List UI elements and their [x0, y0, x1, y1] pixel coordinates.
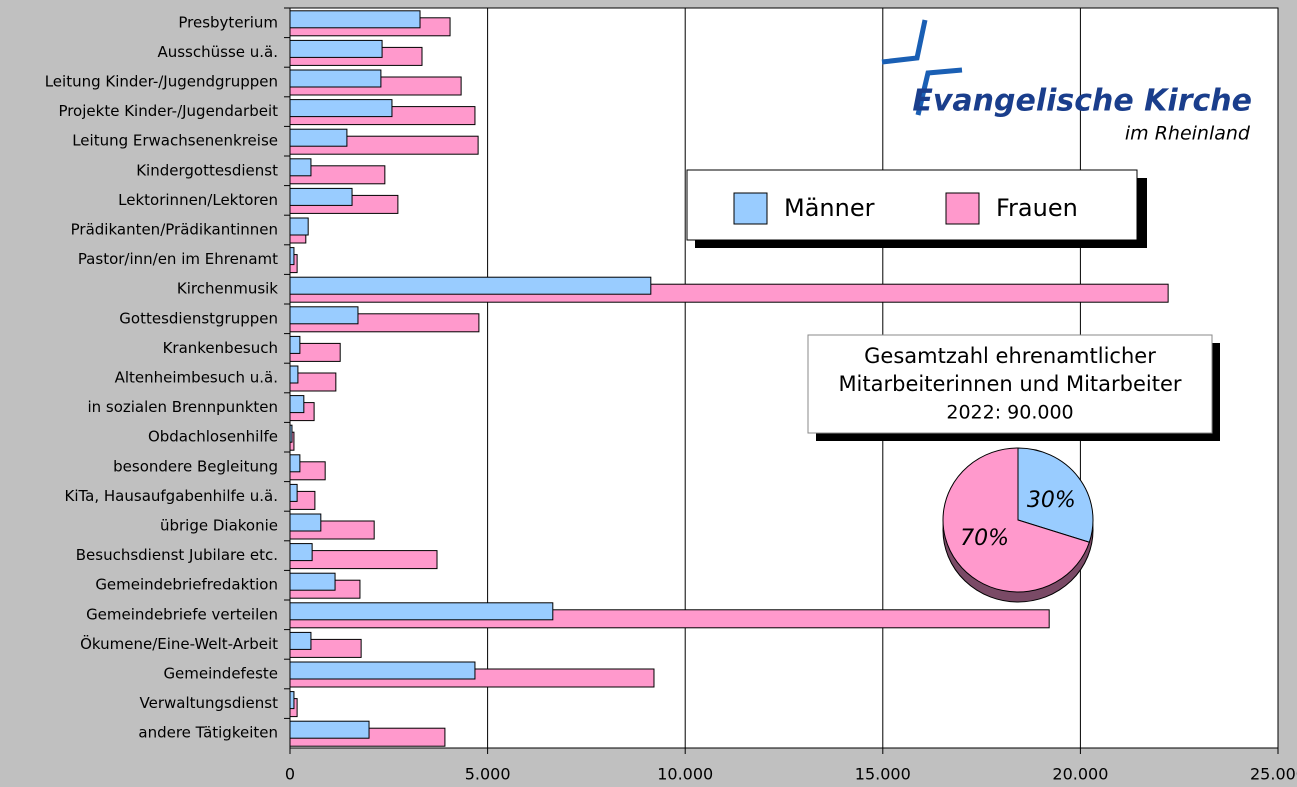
- x-tick-label: 20.000: [1052, 765, 1108, 784]
- annotation-line: Mitarbeiterinnen und Mitarbeiter: [838, 372, 1181, 396]
- legend-swatch: [945, 192, 980, 225]
- logo-mark: [915, 67, 963, 116]
- pie-slice: [1017, 447, 1094, 543]
- y-tick-label: in sozialen Brennpunkten: [87, 398, 278, 416]
- legend-swatch: [733, 192, 768, 225]
- annotation-line: Gesamtzahl ehrenamtlicher: [864, 344, 1156, 368]
- bar: [289, 335, 301, 354]
- y-tick-label: Altenheimbesuch u.ä.: [115, 369, 278, 387]
- bar: [289, 454, 301, 473]
- x-tick-label: 25.000: [1250, 765, 1297, 784]
- y-tick-label: Ökumene/Eine-Welt-Arbeit: [80, 634, 278, 653]
- bar: [289, 602, 554, 621]
- y-tick-label: Leitung Kinder-/Jugendgruppen: [45, 73, 278, 91]
- y-tick-label: Gemeindebriefe verteilen: [86, 605, 278, 623]
- x-tick-label: 0: [285, 765, 295, 784]
- bar: [289, 247, 295, 266]
- bar: [289, 661, 476, 680]
- y-tick-label: Gemeindebriefredaktion: [95, 576, 278, 594]
- y-tick-label: Kirchenmusik: [177, 280, 278, 298]
- x-tick-label: 10.000: [657, 765, 713, 784]
- logo-subtitle: im Rheinland: [1125, 123, 1251, 145]
- bar: [289, 99, 393, 118]
- y-tick-label: Gemeindefeste: [163, 665, 278, 683]
- logo: Evangelische Kirche im Rheinland: [881, 19, 1252, 145]
- bar: [289, 276, 652, 295]
- bar: [289, 10, 421, 29]
- y-tick-label: Obdachlosenhilfe: [148, 428, 278, 446]
- y-tick-label: Verwaltungsdienst: [140, 694, 279, 712]
- y-tick-label: Leitung Erwachsenenkreise: [72, 132, 278, 150]
- bar: [289, 513, 322, 532]
- pie-slice: [942, 447, 1090, 593]
- pie-label: 70%: [960, 526, 1009, 551]
- bar: [289, 631, 312, 650]
- y-tick-label: Ausschüsse u.ä.: [157, 43, 278, 61]
- legend-label: Frauen: [996, 194, 1078, 222]
- annotation: Gesamtzahl ehrenamtlicher Mitarbeiterinn…: [807, 334, 1220, 441]
- y-tick-label: Krankenbesuch: [163, 339, 278, 357]
- y-tick-label: übrige Diakonie: [160, 517, 278, 535]
- bar: [289, 691, 295, 710]
- annotation-box: [807, 334, 1213, 434]
- bar: [289, 39, 383, 58]
- x-tick-label: 15.000: [855, 765, 911, 784]
- bar: [289, 158, 312, 177]
- y-tick-label: Pastor/inn/en im Ehrenamt: [78, 250, 278, 268]
- x-tick-label: 5.000: [465, 765, 511, 784]
- pie-label: 30%: [1027, 488, 1076, 513]
- bar: [289, 187, 353, 206]
- y-tick-label: Lektorinnen/Lektoren: [118, 191, 278, 209]
- bar: [289, 543, 313, 562]
- y-tick-label: andere Tätigkeiten: [138, 724, 278, 742]
- legend-label: Männer: [784, 194, 875, 222]
- annotation-line: 2022: 90.000: [946, 402, 1073, 424]
- y-tick-label: Kindergottesdienst: [136, 161, 278, 179]
- bar: [289, 424, 293, 443]
- y-tick-label: besondere Begleitung: [113, 457, 278, 475]
- logo-name: Evangelische Kirche: [912, 84, 1252, 119]
- bars: [289, 10, 1169, 747]
- bar: [289, 128, 348, 147]
- y-tick-label: KiTa, Hausaufgabenhilfe u.ä.: [64, 487, 278, 505]
- y-tick-label: Besuchsdienst Jubilare etc.: [76, 546, 278, 564]
- y-tick-label: Projekte Kinder-/Jugendarbeit: [58, 102, 278, 120]
- legend: Männer Frauen: [686, 169, 1147, 248]
- bar: [289, 217, 309, 236]
- bar: [289, 720, 370, 739]
- y-tick-label: Prädikanten/Prädikantinnen: [71, 221, 278, 239]
- bar: [289, 395, 305, 414]
- bar: [289, 306, 359, 325]
- bar: [289, 365, 299, 384]
- pie-chart: 30% 70%: [942, 447, 1094, 603]
- logo-mark: [881, 19, 928, 65]
- bar: [289, 483, 298, 502]
- y-tick-label: Presbyterium: [178, 13, 278, 31]
- y-tick-label: Gottesdienstgruppen: [119, 309, 278, 327]
- bar: [289, 572, 336, 591]
- bar: [289, 69, 382, 88]
